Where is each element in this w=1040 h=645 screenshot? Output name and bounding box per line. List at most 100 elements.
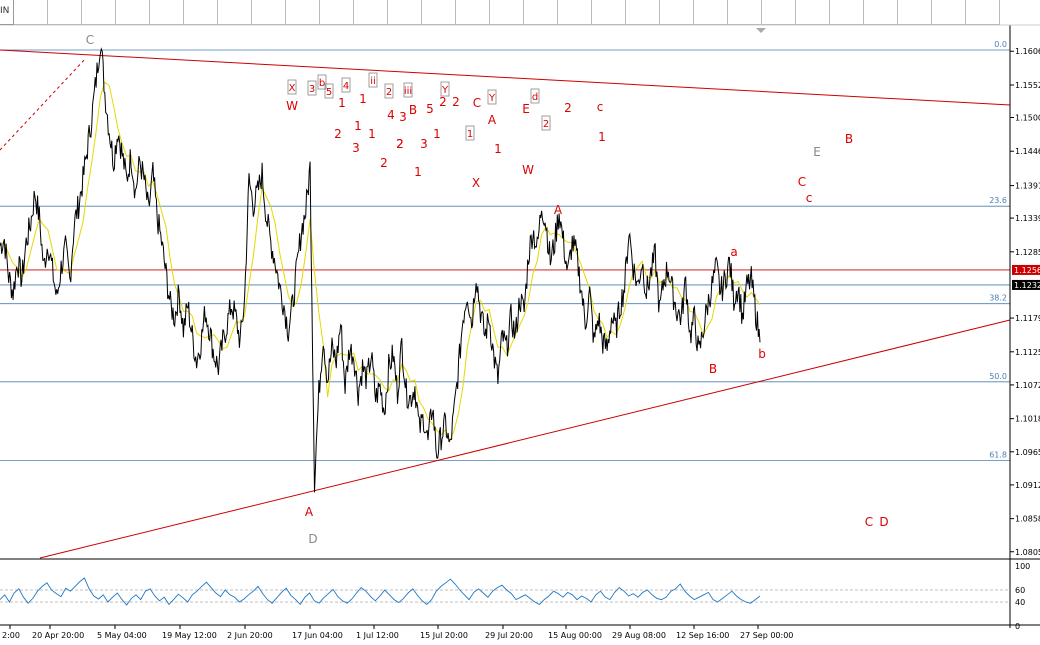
osc-tick-label: 60 <box>1015 586 1025 595</box>
wave-label: a <box>730 245 737 259</box>
wave-label: W <box>286 99 298 113</box>
y-tick-label: 1.0858 <box>1015 515 1040 524</box>
boxed-wave-label: Y <box>441 85 449 96</box>
price-tag <box>1012 279 1040 290</box>
wave-label: 2 <box>380 156 388 170</box>
x-tick-label: 27 Sep 00:00 <box>740 631 793 640</box>
boxed-wave-label: X <box>289 83 296 94</box>
scroll-marker-icon <box>756 28 766 33</box>
toolbar-button[interactable] <box>14 0 48 25</box>
toolbar-button[interactable] <box>524 0 558 25</box>
y-tick-label: 1.1606 <box>1015 47 1040 56</box>
timeframe-tab[interactable]: IN <box>0 0 14 25</box>
fib-level-label: 61.8 <box>989 451 1007 460</box>
boxed-wave-marker <box>307 80 317 96</box>
wave-label: A <box>305 505 314 519</box>
osc-tick-label: 0 <box>1015 622 1020 631</box>
boxed-wave-marker <box>384 83 394 99</box>
timeframe-label: IN <box>0 6 10 16</box>
wave-label: 1 <box>598 130 606 144</box>
wave-label: 5 <box>426 102 434 116</box>
toolbar-button[interactable] <box>388 0 422 25</box>
toolbar-button[interactable] <box>932 0 966 25</box>
toolbar-button[interactable] <box>320 0 354 25</box>
toolbar-button[interactable] <box>184 0 218 25</box>
y-tick-label: 1.0965 <box>1015 448 1040 457</box>
toolbar-button[interactable] <box>422 0 456 25</box>
wave-label: 2 <box>334 127 342 141</box>
boxed-wave-label: ii <box>370 76 376 87</box>
toolbar-button[interactable] <box>286 0 320 25</box>
toolbar-button[interactable] <box>728 0 762 25</box>
y-tick-label: 1.1179 <box>1015 314 1040 323</box>
boxed-wave-label: Y <box>488 93 496 104</box>
boxed-wave-label: b <box>319 78 325 89</box>
y-tick-label: 1.0912 <box>1015 481 1040 490</box>
boxed-wave-label: 1 <box>467 129 473 140</box>
x-tick-label: 2:00 <box>2 631 20 640</box>
toolbar-button[interactable] <box>592 0 626 25</box>
wave-label: 1 <box>354 119 362 133</box>
toolbar-button[interactable] <box>456 0 490 25</box>
toolbar-button[interactable] <box>966 0 1000 25</box>
boxed-wave-label: 4 <box>343 81 349 92</box>
toolbar-button[interactable] <box>218 0 252 25</box>
boxed-wave-label: 3 <box>309 84 315 95</box>
boxed-wave-marker <box>465 125 475 141</box>
toolbar-button[interactable] <box>830 0 864 25</box>
dashed-wave-line <box>0 57 87 151</box>
toolbar-button[interactable] <box>490 0 524 25</box>
toolbar-button[interactable] <box>116 0 150 25</box>
toolbar-button[interactable] <box>694 0 728 25</box>
toolbar-button[interactable] <box>660 0 694 25</box>
toolbar-button[interactable] <box>48 0 82 25</box>
toolbar-button[interactable] <box>626 0 660 25</box>
wave-label: 1 <box>494 142 502 156</box>
toolbar-button[interactable] <box>150 0 184 25</box>
wave-label: B <box>845 132 853 146</box>
boxed-wave-marker <box>341 77 351 93</box>
wave-label: 1 <box>433 127 441 141</box>
y-tick-label: 1.1125 <box>1015 348 1040 357</box>
wave-label: 1 <box>359 92 367 106</box>
wave-label: C <box>798 175 806 189</box>
wave-label: 3 <box>399 110 407 124</box>
toolbar-button[interactable] <box>354 0 388 25</box>
y-tick-label: 1.1285 <box>1015 248 1040 257</box>
wave-label: D <box>308 532 317 546</box>
boxed-wave-label: 2 <box>543 119 549 130</box>
boxed-wave-marker <box>324 83 334 99</box>
toolbar-button[interactable] <box>82 0 116 25</box>
wave-label: 3 <box>420 137 428 151</box>
x-tick-label: 17 Jun 04:00 <box>292 631 343 640</box>
wave-label: W <box>522 163 534 177</box>
toolbar-button[interactable] <box>558 0 592 25</box>
y-tick-label: 1.1446 <box>1015 147 1040 156</box>
y-tick-label: 1.1018 <box>1015 415 1040 424</box>
x-tick-label: 15 Aug 00:00 <box>548 631 602 640</box>
fib-level-label: 0.0 <box>994 40 1007 49</box>
wave-label: C <box>473 96 481 110</box>
wave-label: E <box>813 145 821 159</box>
toolbar-button[interactable] <box>898 0 932 25</box>
x-tick-label: 1 Jul 12:00 <box>356 631 399 640</box>
wave-label: C <box>865 515 873 529</box>
y-tick-label: 1.1072 <box>1015 381 1040 390</box>
x-tick-label: 20 Apr 20:00 <box>32 631 84 640</box>
toolbar-button[interactable] <box>252 0 286 25</box>
y-tick-label: 1.1339 <box>1015 214 1040 223</box>
x-tick-label: 29 Aug 08:00 <box>612 631 666 640</box>
wave-label: 1 <box>338 96 346 110</box>
fib-level-label: 38.2 <box>989 294 1007 303</box>
toolbar-button[interactable] <box>796 0 830 25</box>
toolbar-button[interactable] <box>864 0 898 25</box>
oscillator-line <box>0 577 761 606</box>
upper-trendline <box>0 49 1011 106</box>
wave-label: 2 <box>396 137 404 151</box>
x-tick-label: 15 Jul 20:00 <box>420 631 468 640</box>
x-tick-label: 19 May 12:00 <box>162 631 217 640</box>
toolbar-button[interactable] <box>762 0 796 25</box>
x-tick-label: 5 May 04:00 <box>97 631 147 640</box>
boxed-wave-marker <box>487 89 497 105</box>
